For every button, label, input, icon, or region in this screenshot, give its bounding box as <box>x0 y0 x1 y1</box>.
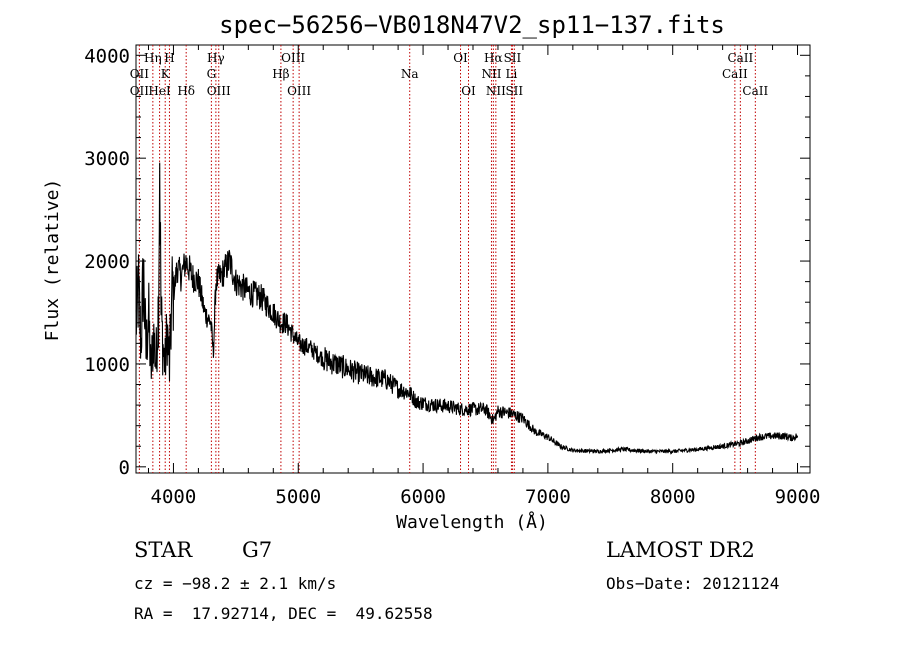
spectral-line-label: OIII <box>207 84 231 98</box>
observation-date: Obs−Date: 20121124 <box>606 574 780 593</box>
spectral-line-labels: OII OII Hη HeI KH Hδ G Hγ OIII Hβ OIII OIII Na OI OI NI… <box>130 51 769 98</box>
spectral-line-label: CaII <box>722 67 748 81</box>
spectral-line-label: Hδ <box>177 84 195 98</box>
x-tick-label: 5000 <box>275 486 321 508</box>
chart-title: spec−56256−VB018N47V2_sp11−137.fits <box>219 11 725 39</box>
x-tick-label: 6000 <box>400 486 446 508</box>
spectral-line-label: Hα <box>484 51 503 65</box>
spectral-line-label: OI <box>461 84 476 98</box>
spectral-line-label: Hη <box>144 51 162 65</box>
spectral-line-label: HeI <box>148 84 171 98</box>
coordinates-readout: RA = 17.92714, DEC = 49.62558 <box>134 604 433 623</box>
x-axis-label: Wavelength (Å) <box>396 511 548 533</box>
x-tick-label: 7000 <box>525 486 571 508</box>
spectral-line-label: SII <box>505 84 523 98</box>
survey-name: LAMOST DR2 <box>606 538 755 562</box>
x-tick-label: 4000 <box>151 486 197 508</box>
spectral-line-label: OIII <box>287 84 311 98</box>
y-tick-label: 3000 <box>84 148 130 170</box>
spectral-line-label: K <box>161 67 171 81</box>
object-subclass: G7 <box>242 538 273 562</box>
x-axis-ticks: 4000 5000 6000 7000 8000 9000 <box>147 45 821 508</box>
spectral-line-label: CaII <box>742 84 768 98</box>
y-tick-label: 1000 <box>84 354 130 376</box>
spectral-line-label: OII <box>130 84 150 98</box>
spectral-line-label: Na <box>401 67 419 81</box>
spectral-line-label: SII <box>504 51 522 65</box>
redshift-readout: cz = −98.2 ± 2.1 km/s <box>134 574 337 593</box>
spectral-line-label: G <box>207 67 217 81</box>
x-tick-label: 9000 <box>775 486 821 508</box>
spectral-line-markers <box>138 45 756 473</box>
y-tick-label: 2000 <box>84 251 130 273</box>
spectral-line-label: H <box>164 51 174 65</box>
spectral-line-label: NII <box>481 67 501 81</box>
spectral-line-label: OIII <box>281 51 305 65</box>
y-tick-label: 0 <box>119 457 130 479</box>
x-tick-label: 8000 <box>650 486 696 508</box>
y-axis-ticks: 0 1000 2000 3000 4000 <box>84 45 810 479</box>
spectral-line-label: OII <box>130 67 150 81</box>
spectral-line-label: NII <box>486 84 506 98</box>
object-class: STAR <box>134 538 193 562</box>
spectral-line-label: CaII <box>727 51 753 65</box>
y-axis-label: Flux (relative) <box>42 179 63 342</box>
spectral-line-label: OI <box>453 51 468 65</box>
spectrum-series-line <box>135 162 799 455</box>
spectral-line-label: Hγ <box>207 51 225 65</box>
spectral-line-label: Li <box>506 67 518 81</box>
y-tick-label: 4000 <box>84 45 130 67</box>
plot-frame <box>135 44 811 474</box>
spectral-line-label: Hβ <box>272 67 289 81</box>
